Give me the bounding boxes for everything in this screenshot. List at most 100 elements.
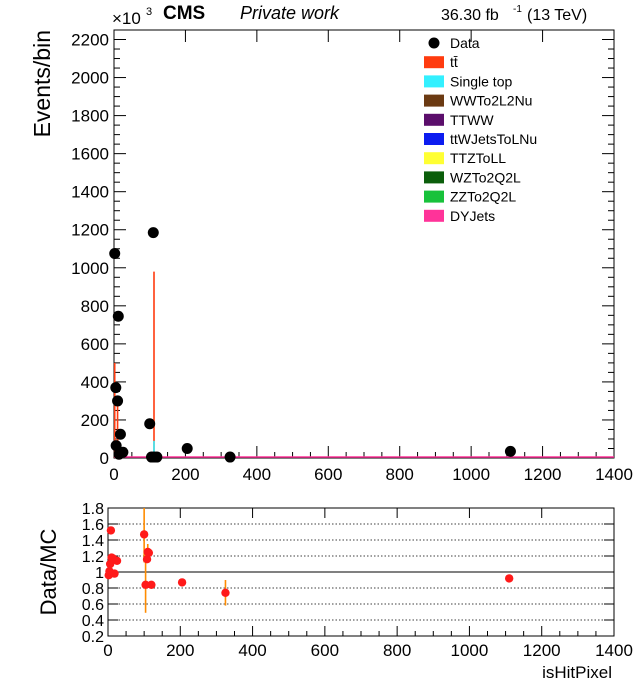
- legend-swatch: [424, 152, 444, 165]
- data-point: [109, 248, 121, 260]
- data-point: [147, 227, 159, 239]
- ratio-x-tick-label: 1200: [523, 641, 561, 660]
- data-point: [112, 310, 124, 322]
- main-y-tick-label: 400: [81, 373, 109, 392]
- mc-stack: [113, 271, 614, 458]
- main-frame: [113, 29, 615, 459]
- ratio-point: [147, 580, 156, 589]
- ratio-x-tick-label: 1400: [595, 641, 633, 660]
- main-y-axis: 0 200 400 600 800 1000 1200 1400 1600 1800 2000 220…: [71, 29, 614, 468]
- ratio-x-tick-label: 600: [311, 641, 339, 660]
- main-x-tick-label: 1000: [452, 465, 490, 484]
- legend-label: TTZToLL: [450, 150, 506, 166]
- ratio-x-tick-label: 1000: [451, 641, 489, 660]
- ratio-point: [110, 569, 119, 578]
- main-x-tick-label: 400: [243, 465, 271, 484]
- legend-swatch: [424, 171, 444, 184]
- legend-marker-data: [428, 37, 440, 49]
- data-point: [110, 382, 122, 394]
- main-y-tick-label: 1600: [71, 145, 109, 164]
- ratio-y-tick-label: 0.8: [82, 581, 104, 598]
- ratio-point: [142, 555, 152, 564]
- work-label: Private work: [240, 3, 340, 23]
- energy-label: (13 TeV): [527, 7, 587, 24]
- ratio-y-tick-label: 0.2: [82, 629, 104, 646]
- legend-label: ttWJetsToLNu: [450, 131, 537, 147]
- main-y-tick-label: 600: [81, 335, 109, 354]
- legend-label: Data: [450, 35, 480, 51]
- main-x-tick-label: 0: [109, 465, 118, 484]
- legend-swatch: [424, 94, 444, 107]
- y-multiplier-base: ×10: [112, 9, 141, 28]
- main-panel: 0200400600800100012001400160018002000220…: [29, 29, 633, 484]
- legend-label: DYJets: [450, 208, 495, 224]
- ratio-point: [106, 526, 116, 535]
- legend-swatch: [424, 133, 444, 145]
- ratio-y-tick-label: 0.4: [82, 613, 104, 630]
- main-x-tick-label: 1200: [524, 465, 562, 484]
- main-x-tick-label: 200: [171, 465, 199, 484]
- ratio-y-axis: 0.20.40.60.811.21.41.61.8: [82, 501, 614, 646]
- y-multiplier-exp: 3: [146, 6, 152, 18]
- data-points: [109, 227, 516, 463]
- ratio-x-tick-label: 200: [166, 641, 194, 660]
- main-y-tick-label: 2000: [71, 69, 109, 88]
- data-point: [144, 418, 156, 430]
- ratio-x-tick-label: 0: [103, 641, 112, 660]
- main-y-tick-label: 2200: [71, 31, 109, 50]
- main-y-tick-label: 200: [81, 411, 109, 430]
- main-y-tick-label: 0: [100, 449, 109, 468]
- lumi-exponent: -1: [513, 4, 522, 15]
- main-x-tick-label: 800: [386, 465, 414, 484]
- legend-swatch: [424, 113, 444, 126]
- x-axis-label: isHitPixel: [542, 663, 612, 682]
- data-point: [114, 428, 126, 440]
- legend-label: ZZTo2Q2L: [450, 189, 516, 205]
- legend: Data tt̄ Single top WWTo2L2Nu TTWW ttWJetsToL…: [424, 35, 537, 224]
- ratio-y-tick-label: 0.6: [82, 597, 104, 614]
- legend-label: WZTo2Q2L: [450, 169, 521, 185]
- ratio-point: [144, 548, 154, 557]
- legend-swatch: [424, 209, 444, 222]
- main-y-tick-label: 1200: [71, 221, 109, 240]
- data-point: [224, 451, 236, 463]
- ratio-point: [221, 588, 230, 597]
- legend-swatch: [424, 190, 444, 203]
- main-y-tick-label: 1000: [71, 259, 109, 278]
- ratio-y-tick-label: 1.8: [82, 501, 104, 518]
- data-point: [110, 440, 122, 452]
- data-point: [112, 395, 124, 407]
- main-y-tick-label: 1400: [71, 183, 109, 202]
- experiment-label: CMS: [163, 3, 205, 24]
- ratio-point: [177, 578, 187, 587]
- legend-label: Single top: [450, 73, 512, 89]
- legend-swatch: [424, 56, 444, 69]
- main-y-tick-label: 1800: [71, 107, 109, 126]
- main-x-tick-label: 600: [314, 465, 342, 484]
- ratio-point: [141, 580, 150, 589]
- main-x-axis: 0 200 400 600 800 1000 1200 1400: [109, 30, 633, 484]
- ratio-x-tick-label: 400: [238, 641, 266, 660]
- legend-label: WWTo2L2Nu: [450, 93, 532, 109]
- data-point: [151, 451, 163, 463]
- main-y-axis-label: Events/bin: [29, 30, 55, 137]
- ratio-y-tick-label: 1.4: [82, 533, 104, 550]
- main-x-tick-label: 1400: [595, 465, 633, 484]
- ratio-panel: 0.20.40.60.811.21.41.61.8 0 200 400 600 800 1…: [36, 501, 633, 682]
- data-point: [504, 445, 516, 457]
- data-point: [181, 442, 193, 454]
- legend-label: tt̄: [450, 54, 458, 70]
- lumi-value: 36.30 fb: [441, 7, 499, 24]
- legend-label: TTWW: [450, 112, 494, 128]
- ratio-gridlines: [108, 523, 614, 621]
- ratio-points: [104, 508, 514, 613]
- legend-swatch: [424, 75, 444, 88]
- data-point: [117, 446, 129, 458]
- ratio-x-tick-label: 800: [383, 641, 411, 660]
- ratio-point: [504, 574, 514, 583]
- main-y-tick-label: 800: [81, 297, 109, 316]
- ratio-y-tick-label: 1: [95, 565, 104, 582]
- ratio-x-axis: 0 200 400 600 800 1000 1200 1400: [103, 508, 633, 660]
- ratio-point: [112, 556, 122, 565]
